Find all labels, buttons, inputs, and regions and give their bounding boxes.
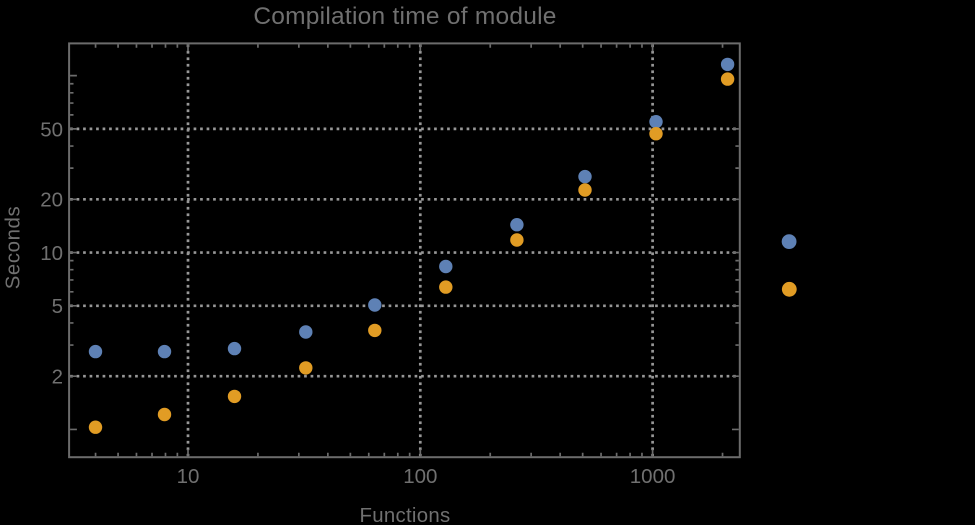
svg-text:Compilation time of module: Compilation time of module xyxy=(253,3,556,30)
svg-text:10: 10 xyxy=(40,242,63,265)
svg-text:Functions: Functions xyxy=(359,505,450,525)
svg-text:100: 100 xyxy=(403,465,437,488)
svg-text:50: 50 xyxy=(40,118,63,141)
svg-text:5: 5 xyxy=(52,295,63,318)
svg-text:20: 20 xyxy=(40,189,63,212)
svg-text:Seconds: Seconds xyxy=(2,206,24,290)
svg-text:1000: 1000 xyxy=(630,465,676,488)
svg-text:2: 2 xyxy=(52,366,63,389)
svg-text:10: 10 xyxy=(177,465,200,488)
